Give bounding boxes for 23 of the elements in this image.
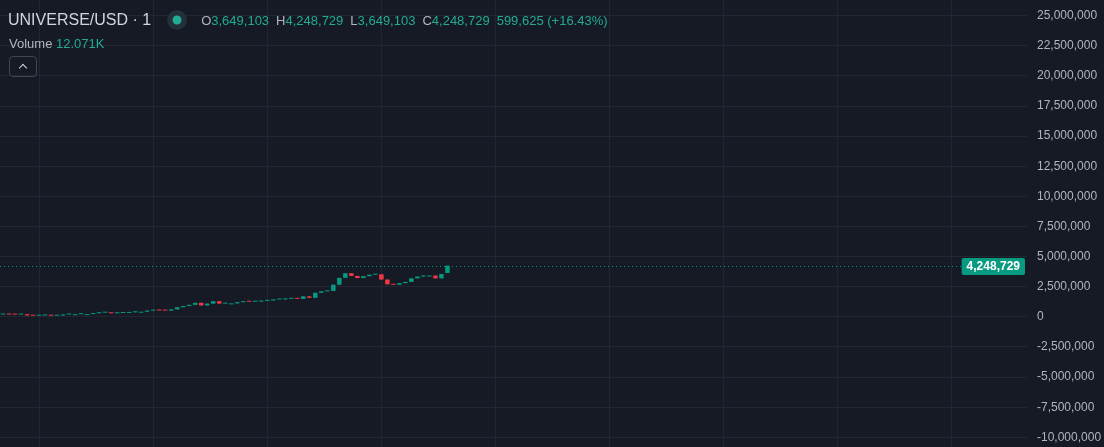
y-tick-label: -5,000,000 (1037, 369, 1095, 384)
y-tick-label: 17,500,000 (1037, 98, 1098, 113)
annotation: O3,649,103 (201, 12, 270, 28)
annotation: L3,649,103 (350, 12, 416, 28)
y-tick-label: -10,000,000 (1037, 429, 1102, 444)
annotation: Volume 12.071K (9, 36, 105, 51)
y-tick-label: -7,500,000 (1037, 399, 1095, 414)
y-tick-label: 12,500,000 (1037, 158, 1098, 173)
y-tick-label: 7,500,000 (1037, 218, 1091, 233)
annotation: 599,625 (+16.43%) (496, 12, 608, 28)
annotation: H4,248,729 (276, 12, 344, 28)
y-tick-label: 2,500,000 (1037, 279, 1091, 294)
text: UNIVERSE/USD · 1 (8, 11, 152, 29)
ref-line-label: 4,248,729 (966, 259, 1021, 274)
annotation: C4,248,729 (422, 12, 490, 28)
y-tick-label: 22,500,000 (1037, 38, 1098, 53)
y-tick-label: 5,000,000 (1037, 248, 1091, 263)
y-tick-label: 25,000,000 (1037, 7, 1098, 22)
y-tick-label: 10,000,000 (1037, 188, 1098, 203)
y-tick-label: 20,000,000 (1037, 68, 1098, 83)
y-tick-label: -2,500,000 (1037, 339, 1095, 354)
y-tick-label: 15,000,000 (1037, 128, 1098, 143)
y-tick-label: 0 (1037, 309, 1044, 324)
